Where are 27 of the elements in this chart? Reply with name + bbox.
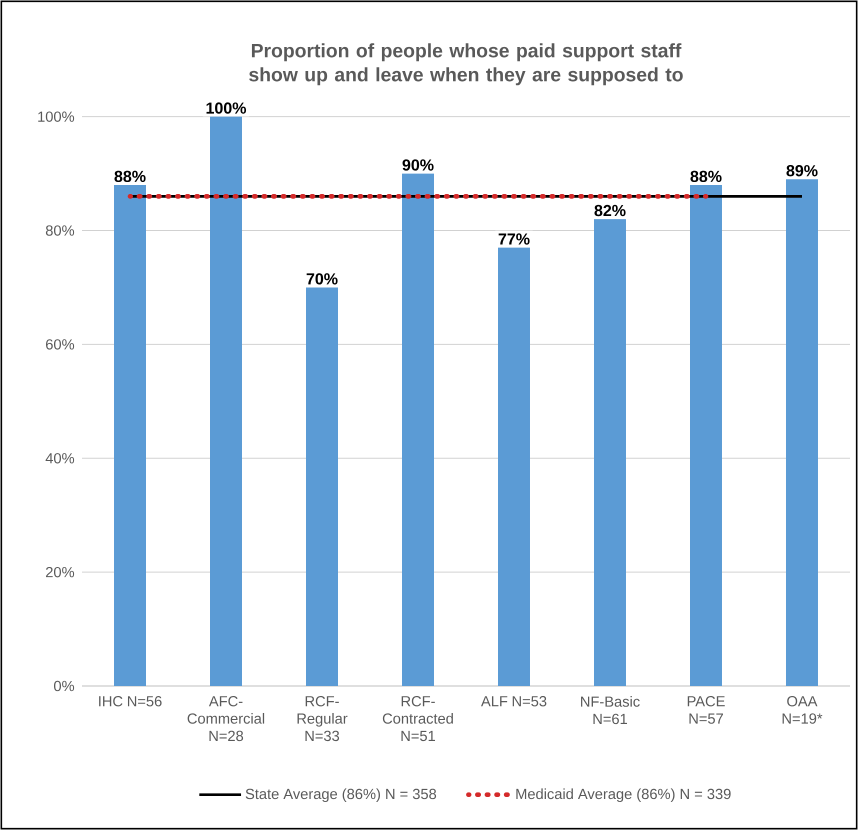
x-tick-label: NF-Basic N=61 bbox=[581, 696, 640, 724]
x-tick-label: RCF-Regular N=33 bbox=[298, 696, 348, 742]
chart-title: Proportion of people whose paid support staff show up and leave when they are supposed to bbox=[249, 43, 683, 86]
data-label: 90% bbox=[402, 159, 434, 171]
y-tick-label: 80% bbox=[46, 225, 74, 236]
legend-label: State Average (86%) N = 358 bbox=[246, 788, 436, 802]
y-tick-label: 40% bbox=[46, 453, 74, 464]
y-tick-label: 100% bbox=[38, 111, 74, 122]
data-label: 82% bbox=[594, 204, 626, 216]
data-label: 88% bbox=[114, 170, 146, 182]
bar bbox=[498, 248, 530, 686]
x-tick-label: IHC N=56 bbox=[99, 696, 162, 706]
data-label: 88% bbox=[690, 170, 722, 182]
bar bbox=[210, 116, 242, 686]
data-label: 89% bbox=[786, 165, 818, 176]
x-tick-label: RCF-Contracted N=51 bbox=[382, 696, 453, 742]
data-label: 100% bbox=[206, 102, 246, 114]
x-tick-label: ALF N=53 bbox=[481, 696, 546, 706]
y-tick-label: 20% bbox=[46, 566, 74, 578]
legend-label: Medicaid Average (86%) N = 339 bbox=[516, 788, 731, 802]
data-label: 77% bbox=[498, 233, 530, 245]
x-tick-label: OAA N=19* bbox=[782, 696, 822, 724]
x-tick-label: PACE N=57 bbox=[688, 696, 725, 724]
y-tick-label: 60% bbox=[46, 339, 74, 350]
x-tick-label: AFC-Commercial N=28 bbox=[188, 696, 264, 742]
data-label: 70% bbox=[306, 273, 338, 285]
y-tick-label: 0% bbox=[54, 680, 74, 692]
